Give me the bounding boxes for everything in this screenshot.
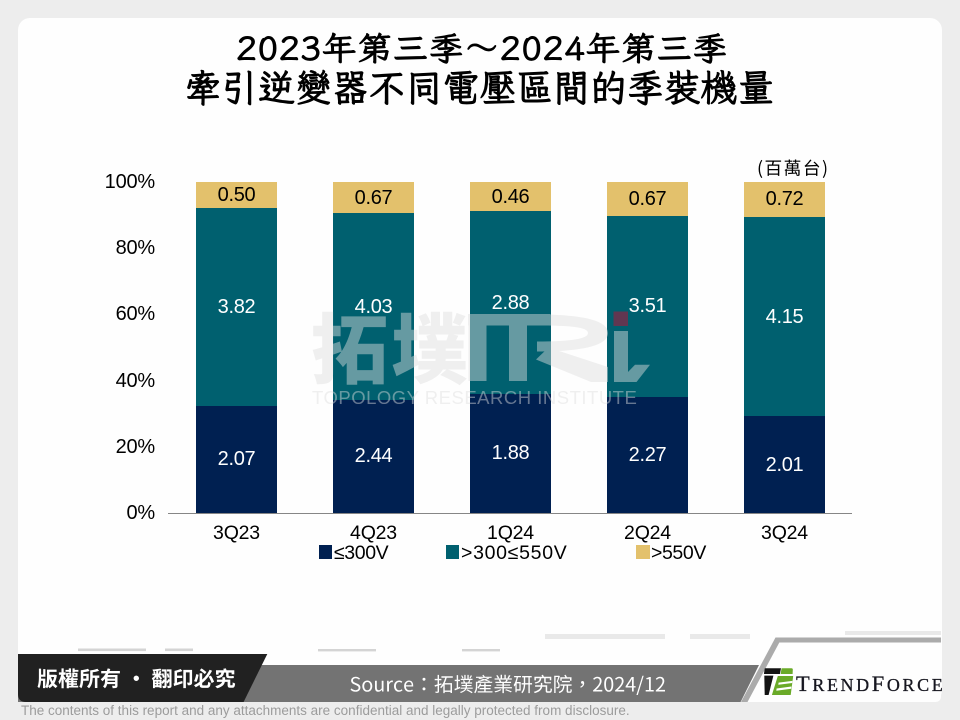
svg-text:TOPOLOGY RESEARCH INSTITUTE: TOPOLOGY RESEARCH INSTITUTE <box>312 387 637 408</box>
